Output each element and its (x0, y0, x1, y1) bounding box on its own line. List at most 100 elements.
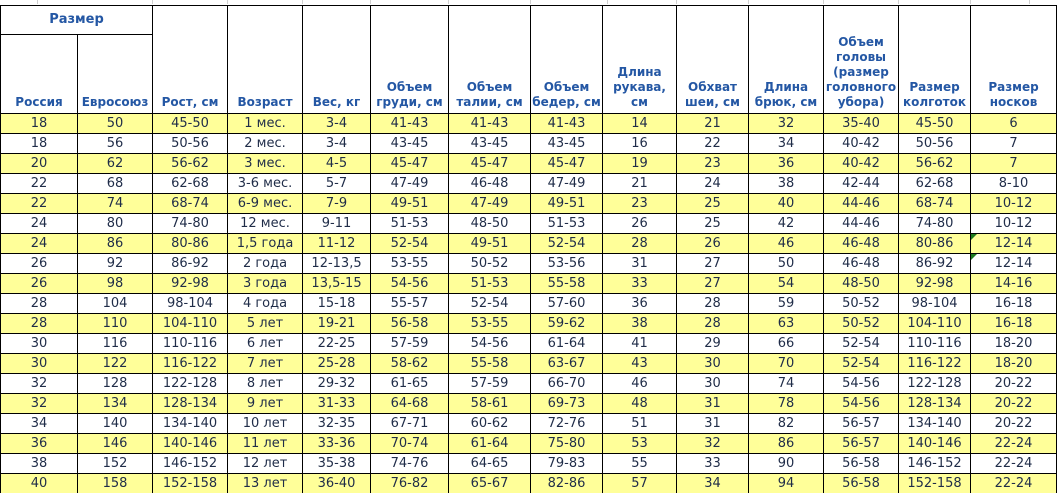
cell-r15-c11[interactable]: 78 (748, 393, 825, 414)
cell-r7-c2[interactable]: 86 (76, 233, 154, 254)
cell-r13-c12[interactable]: 52-54 (823, 353, 900, 374)
cell-r17-c5[interactable]: 33-36 (302, 433, 372, 454)
cell-r11-c7[interactable]: 53-55 (448, 313, 532, 334)
cell-r17-c2[interactable]: 146 (76, 433, 154, 454)
cell-r2-c7[interactable]: 43-45 (448, 133, 532, 154)
cell-r3-c5[interactable]: 4-5 (302, 153, 372, 174)
cell-r12-c7[interactable]: 54-56 (448, 333, 532, 354)
cell-r17-c9[interactable]: 53 (602, 433, 678, 454)
cell-r9-c7[interactable]: 51-53 (448, 273, 532, 294)
cell-r13-c8[interactable]: 63-67 (530, 353, 604, 374)
cell-r2-c13[interactable]: 50-56 (898, 133, 972, 154)
cell-r15-c3[interactable]: 128-134 (152, 393, 229, 414)
cell-r16-c4[interactable]: 10 лет (227, 413, 304, 434)
cell-r1-c7[interactable]: 41-43 (448, 113, 532, 134)
cell-r13-c2[interactable]: 122 (76, 353, 154, 374)
cell-r16-c6[interactable]: 67-71 (370, 413, 450, 434)
cell-r14-c7[interactable]: 57-59 (448, 373, 532, 394)
cell-r13-c14[interactable]: 18-20 (970, 353, 1058, 374)
cell-r3-c9[interactable]: 19 (602, 153, 678, 174)
cell-r5-c4[interactable]: 6-9 мес. (227, 193, 304, 214)
cell-r16-c8[interactable]: 72-76 (530, 413, 604, 434)
column-header-trousers[interactable]: Длина брюк, см (748, 5, 825, 114)
cell-r12-c5[interactable]: 22-25 (302, 333, 372, 354)
cell-r19-c13[interactable]: 152-158 (898, 473, 972, 493)
cell-r3-c10[interactable]: 23 (676, 153, 750, 174)
cell-r6-c2[interactable]: 80 (76, 213, 154, 234)
cell-r10-c13[interactable]: 98-104 (898, 293, 972, 314)
cell-r4-c12[interactable]: 42-44 (823, 173, 900, 194)
cell-r7-c6[interactable]: 52-54 (370, 233, 450, 254)
cell-r10-c1[interactable]: 28 (0, 293, 78, 314)
cell-r14-c3[interactable]: 122-128 (152, 373, 229, 394)
cell-r12-c8[interactable]: 61-64 (530, 333, 604, 354)
cell-r1-c12[interactable]: 35-40 (823, 113, 900, 134)
cell-r7-c9[interactable]: 28 (602, 233, 678, 254)
cell-r16-c11[interactable]: 82 (748, 413, 825, 434)
cell-r14-c12[interactable]: 54-56 (823, 373, 900, 394)
cell-r3-c2[interactable]: 62 (76, 153, 154, 174)
cell-r10-c10[interactable]: 28 (676, 293, 750, 314)
cell-r5-c2[interactable]: 74 (76, 193, 154, 214)
cell-r19-c5[interactable]: 36-40 (302, 473, 372, 493)
cell-r8-c10[interactable]: 27 (676, 253, 750, 274)
cell-r9-c13[interactable]: 92-98 (898, 273, 972, 294)
cell-r8-c9[interactable]: 31 (602, 253, 678, 274)
cell-r4-c13[interactable]: 62-68 (898, 173, 972, 194)
cell-r7-c12[interactable]: 46-48 (823, 233, 900, 254)
cell-r11-c3[interactable]: 104-110 (152, 313, 229, 334)
cell-r5-c12[interactable]: 44-46 (823, 193, 900, 214)
cell-r19-c9[interactable]: 57 (602, 473, 678, 493)
cell-r4-c11[interactable]: 38 (748, 173, 825, 194)
cell-r1-c3[interactable]: 45-50 (152, 113, 229, 134)
cell-r7-c3[interactable]: 80-86 (152, 233, 229, 254)
column-header-sleeve[interactable]: Длина рукава, см (602, 5, 678, 114)
column-group-size[interactable]: Размер (0, 5, 154, 35)
cell-r8-c12[interactable]: 46-48 (823, 253, 900, 274)
cell-r19-c12[interactable]: 56-58 (823, 473, 900, 493)
cell-r4-c1[interactable]: 22 (0, 173, 78, 194)
cell-r18-c7[interactable]: 64-65 (448, 453, 532, 474)
cell-r13-c3[interactable]: 116-122 (152, 353, 229, 374)
cell-r18-c2[interactable]: 152 (76, 453, 154, 474)
cell-r4-c5[interactable]: 5-7 (302, 173, 372, 194)
cell-r4-c9[interactable]: 21 (602, 173, 678, 194)
cell-r17-c4[interactable]: 11 лет (227, 433, 304, 454)
cell-r9-c9[interactable]: 33 (602, 273, 678, 294)
cell-r11-c4[interactable]: 5 лет (227, 313, 304, 334)
cell-r19-c6[interactable]: 76-82 (370, 473, 450, 493)
cell-r6-c10[interactable]: 25 (676, 213, 750, 234)
column-header-chest[interactable]: Объем груди, см (370, 5, 450, 114)
cell-r17-c1[interactable]: 36 (0, 433, 78, 454)
cell-r9-c1[interactable]: 26 (0, 273, 78, 294)
cell-r16-c7[interactable]: 60-62 (448, 413, 532, 434)
cell-r3-c4[interactable]: 3 мес. (227, 153, 304, 174)
cell-r11-c8[interactable]: 59-62 (530, 313, 604, 334)
cell-r15-c6[interactable]: 64-68 (370, 393, 450, 414)
cell-r9-c2[interactable]: 98 (76, 273, 154, 294)
cell-r13-c4[interactable]: 7 лет (227, 353, 304, 374)
cell-r10-c2[interactable]: 104 (76, 293, 154, 314)
column-header-eu[interactable]: Евросоюз (76, 34, 154, 114)
cell-r3-c8[interactable]: 45-47 (530, 153, 604, 174)
cell-r8-c4[interactable]: 2 года (227, 253, 304, 274)
cell-r8-c11[interactable]: 50 (748, 253, 825, 274)
cell-r9-c8[interactable]: 55-58 (530, 273, 604, 294)
cell-r5-c5[interactable]: 7-9 (302, 193, 372, 214)
cell-r19-c10[interactable]: 34 (676, 473, 750, 493)
cell-r16-c13[interactable]: 134-140 (898, 413, 972, 434)
cell-r9-c11[interactable]: 54 (748, 273, 825, 294)
cell-r6-c1[interactable]: 24 (0, 213, 78, 234)
cell-r10-c14[interactable]: 16-18 (970, 293, 1058, 314)
cell-r3-c11[interactable]: 36 (748, 153, 825, 174)
cell-r18-c3[interactable]: 146-152 (152, 453, 229, 474)
cell-r15-c13[interactable]: 128-134 (898, 393, 972, 414)
cell-r12-c9[interactable]: 41 (602, 333, 678, 354)
cell-r15-c1[interactable]: 32 (0, 393, 78, 414)
cell-r6-c9[interactable]: 26 (602, 213, 678, 234)
cell-r10-c5[interactable]: 15-18 (302, 293, 372, 314)
cell-r10-c4[interactable]: 4 года (227, 293, 304, 314)
cell-r12-c12[interactable]: 52-54 (823, 333, 900, 354)
cell-r7-c14[interactable]: 12-14 (970, 233, 1058, 254)
cell-r18-c6[interactable]: 74-76 (370, 453, 450, 474)
